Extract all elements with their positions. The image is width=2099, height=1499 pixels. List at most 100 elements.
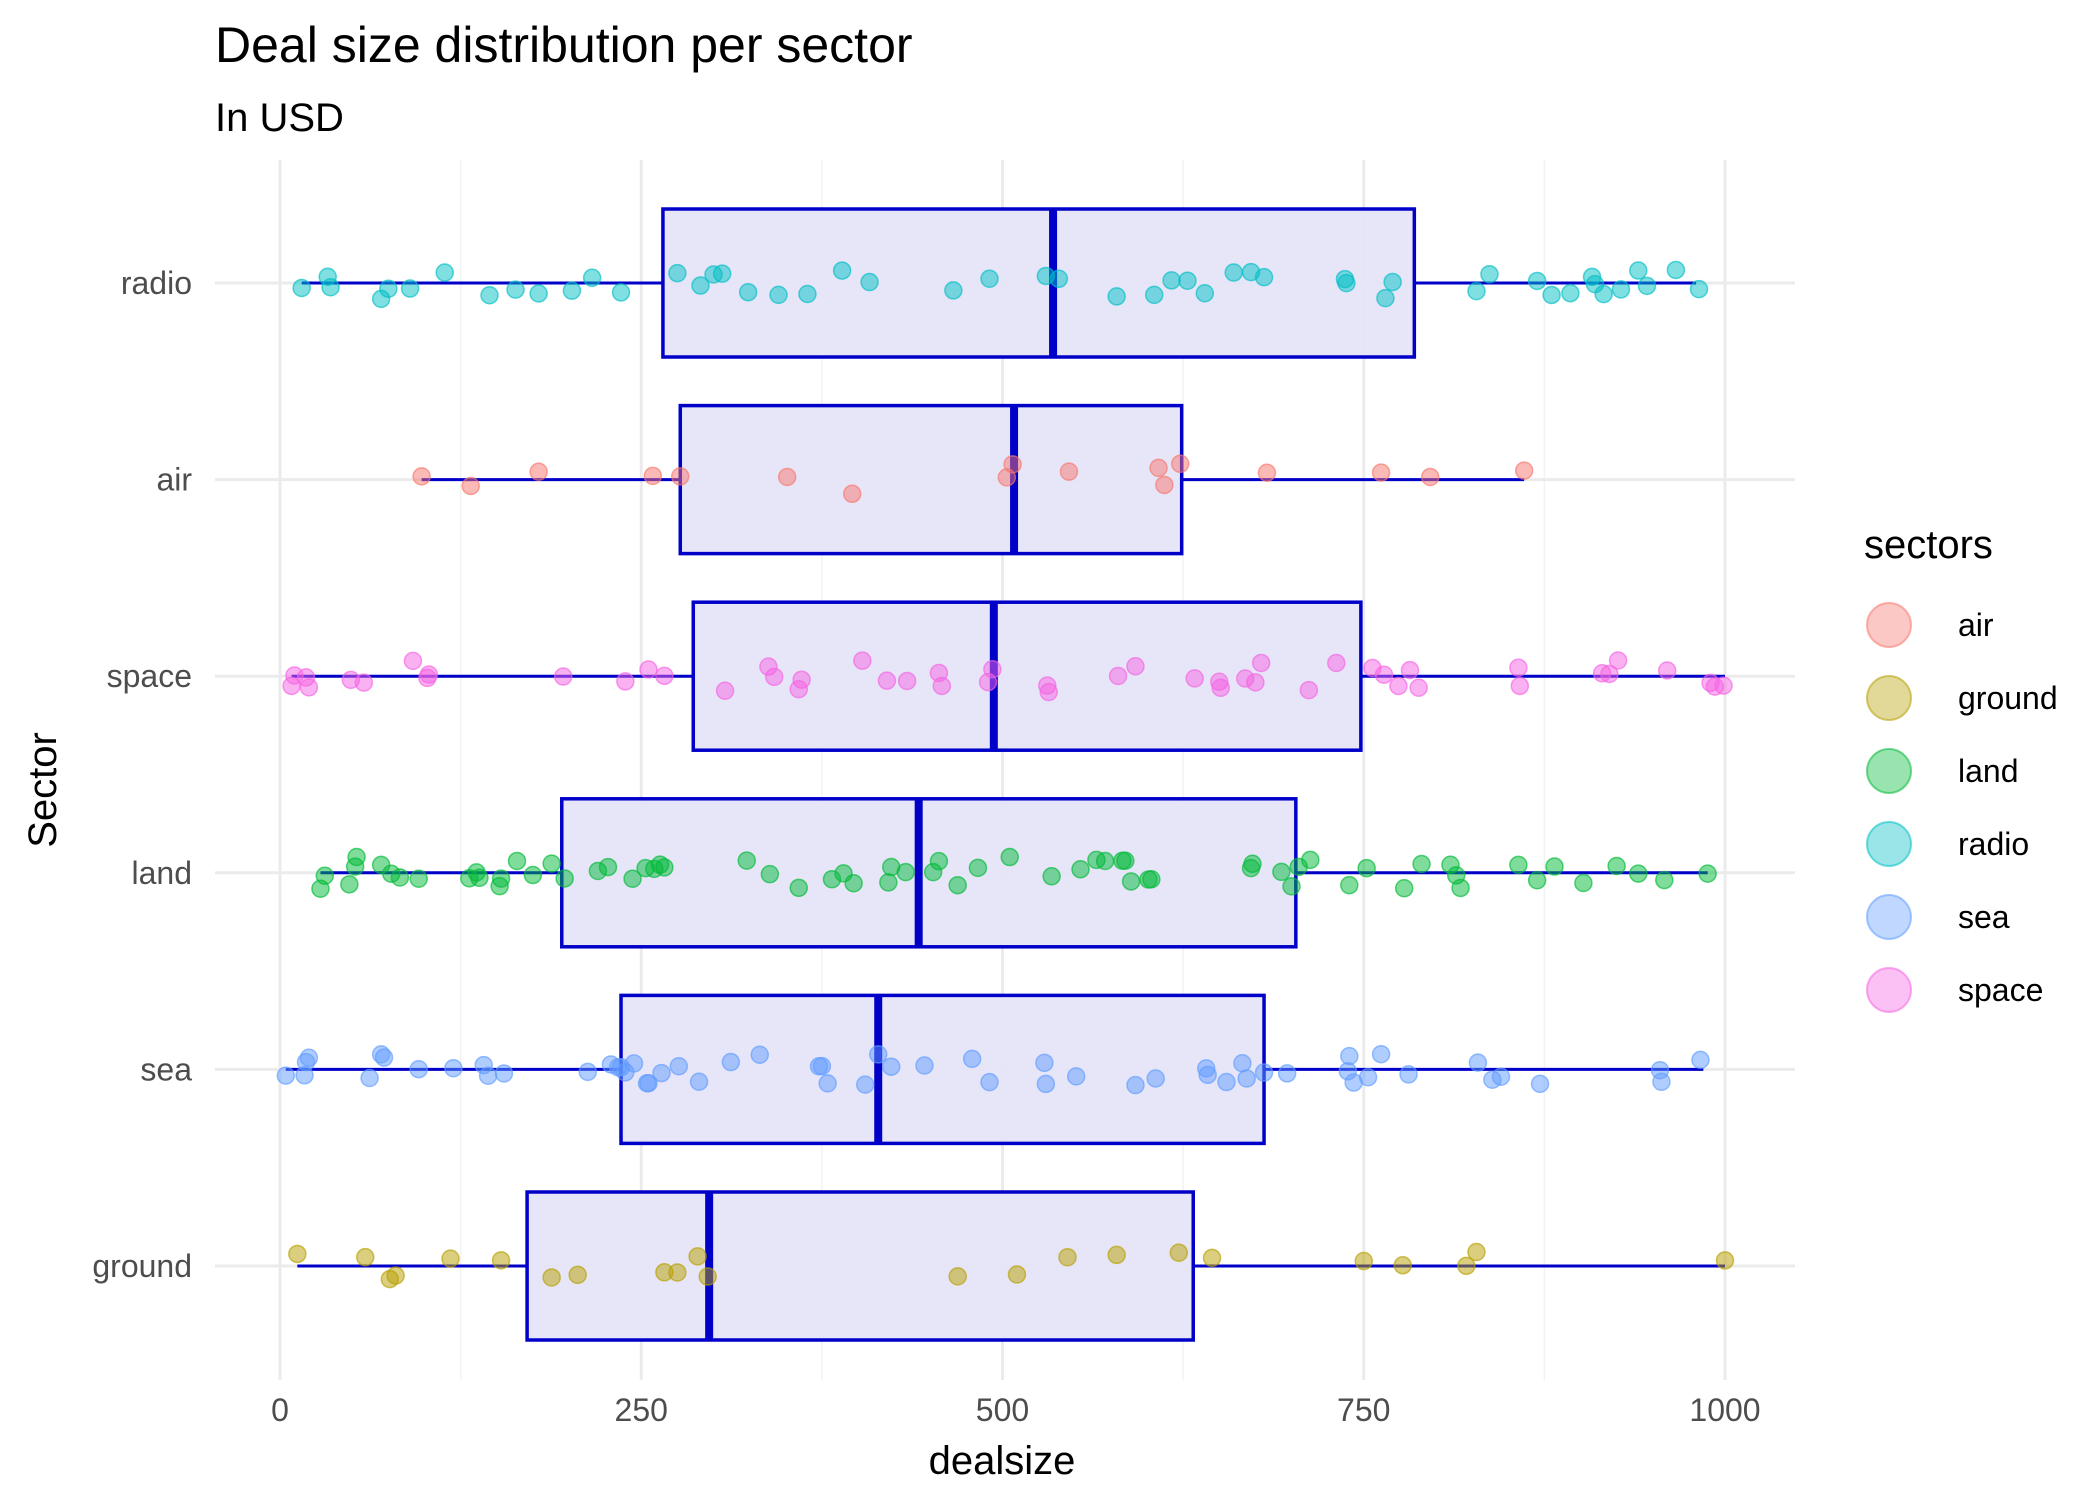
box-space (291, 600, 1725, 752)
point-land (737, 851, 756, 870)
legend-label-space: space (1958, 972, 2043, 1008)
point-space (1246, 673, 1265, 692)
point-land (1698, 864, 1717, 883)
point-ground (688, 1247, 707, 1266)
point-air (412, 467, 431, 486)
point-radio (738, 282, 758, 302)
box-ground (297, 1190, 1725, 1342)
x-tick-label: 250 (615, 1392, 668, 1428)
point-radio (582, 268, 602, 288)
y-tick-label: space (107, 658, 192, 694)
point-ground (386, 1266, 405, 1285)
y-tick-label: radio (121, 265, 192, 301)
point-air (777, 467, 797, 487)
point-radio (1178, 271, 1197, 290)
point-space (715, 681, 735, 700)
point-land (948, 875, 967, 895)
point-radio (668, 263, 687, 283)
point-land (1301, 850, 1320, 870)
point-radio (611, 283, 631, 302)
point-land (347, 847, 366, 867)
point-air (1059, 462, 1079, 481)
point-ground (1007, 1265, 1027, 1284)
x-tick-label: 750 (1337, 1392, 1390, 1428)
point-sea (1036, 1074, 1056, 1094)
point-sea (299, 1048, 319, 1068)
point-land (1282, 877, 1301, 896)
point-sea (669, 1057, 689, 1076)
legend-label-ground: ground (1958, 680, 2058, 716)
point-radio (1162, 271, 1181, 290)
point-ground (288, 1244, 307, 1264)
point-sea (1691, 1050, 1710, 1070)
x-tick-label: 0 (271, 1392, 289, 1428)
point-land (1071, 860, 1090, 879)
point-air (1003, 455, 1022, 474)
point-sea (1217, 1072, 1236, 1092)
point-ground (441, 1249, 460, 1268)
point-ground (356, 1247, 375, 1267)
point-radio (980, 269, 999, 288)
legend-label-radio: radio (1958, 826, 2029, 862)
point-sea (750, 1045, 769, 1065)
point-space (853, 651, 872, 670)
point-land (623, 869, 642, 888)
point-radio (1689, 279, 1709, 299)
point-sea (855, 1075, 875, 1094)
legend-key-sea (1866, 894, 1912, 940)
point-land (340, 875, 359, 894)
legend-label-air: air (1958, 607, 1994, 643)
boxes-layer (285, 207, 1725, 1342)
point-land (1451, 878, 1470, 898)
point-space (354, 673, 374, 692)
point-space (764, 667, 784, 687)
point-land (1527, 870, 1547, 890)
point-radio (1049, 269, 1069, 289)
point-air (1514, 461, 1534, 480)
point-sea (444, 1058, 463, 1078)
point-space (1389, 676, 1408, 696)
point-radio (1561, 283, 1580, 303)
point-radio (1542, 285, 1561, 305)
point-sea (812, 1056, 832, 1076)
point-ground (1107, 1245, 1126, 1265)
x-axis-ticks: 0 250 500 750 1000 (271, 1392, 1760, 1428)
point-radio (860, 272, 879, 292)
point-land (409, 869, 428, 888)
point-land (598, 857, 618, 877)
point-sea (1340, 1046, 1359, 1066)
point-radio (529, 284, 548, 303)
legend-title: sectors (1864, 523, 1993, 567)
point-sea (494, 1064, 514, 1083)
point-land (1142, 870, 1161, 889)
point-sea (721, 1052, 741, 1072)
point-land (1272, 862, 1291, 882)
point-space (1374, 665, 1394, 684)
point-space (419, 665, 439, 684)
point-land (1340, 875, 1359, 895)
point-radio (1195, 283, 1215, 303)
point-radio (798, 284, 817, 304)
point-radio (1480, 264, 1499, 284)
point-space (1251, 653, 1271, 673)
point-sea (1371, 1044, 1391, 1064)
point-radio (562, 281, 582, 300)
x-tick-label: 500 (976, 1392, 1029, 1428)
point-air (643, 466, 663, 486)
point-sea (689, 1072, 709, 1091)
box-air (421, 403, 1525, 556)
point-ground (668, 1263, 687, 1282)
point-radio (769, 285, 788, 305)
point-land (507, 851, 527, 871)
point-air (1149, 458, 1168, 478)
legend-key-space (1866, 967, 1912, 1013)
point-air (1155, 475, 1174, 495)
point-land (315, 866, 335, 885)
point-space (897, 671, 917, 691)
point-radio (1254, 267, 1274, 287)
point-sea (478, 1066, 498, 1086)
point-radio (712, 264, 732, 283)
point-ground (1715, 1251, 1735, 1270)
point-air (1420, 467, 1440, 487)
